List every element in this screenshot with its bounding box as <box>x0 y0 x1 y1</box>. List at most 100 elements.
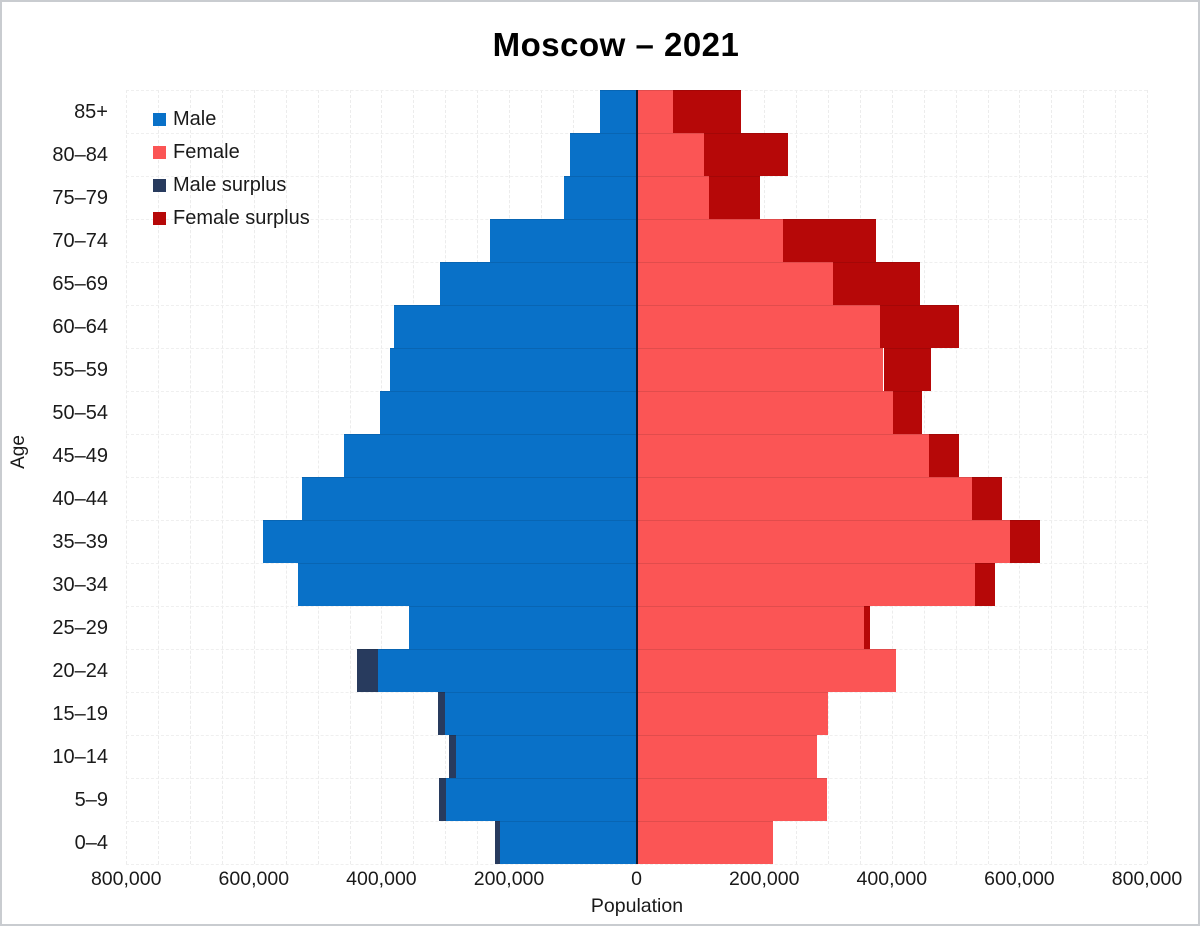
bar-male-10–14 <box>456 735 637 778</box>
bar-male-60–64 <box>393 305 637 348</box>
y-tick-label: 10–14 <box>52 745 108 768</box>
male-swatch-icon <box>153 112 166 126</box>
female-surplus-swatch-icon <box>153 211 166 225</box>
zero-axis-line <box>635 90 638 864</box>
bar-male-surplus-20–24 <box>357 649 378 692</box>
bar-male-20–24 <box>377 649 637 692</box>
bar-male-45–49 <box>343 434 637 477</box>
bar-female-35–39 <box>636 520 1010 563</box>
bar-male-5–9 <box>446 778 637 821</box>
y-tick-label: 45–49 <box>52 444 108 467</box>
x-tick-label: 800,000 <box>1111 868 1183 890</box>
x-tick-label: 200,000 <box>728 868 800 890</box>
y-tick-label: 40–44 <box>52 487 108 510</box>
legend-item-female: Female <box>153 141 310 163</box>
x-tick-label: 600,000 <box>218 868 290 890</box>
bar-female-surplus-60–64 <box>879 305 959 348</box>
legend-label-female-surplus: Female surplus <box>173 207 310 229</box>
bar-male-85+ <box>600 90 637 133</box>
legend-item-male-surplus: Male surplus <box>153 174 310 196</box>
gridline-vertical <box>1147 90 1148 864</box>
bar-female-80–84 <box>636 133 704 176</box>
y-tick-label: 75–79 <box>52 186 108 209</box>
bar-female-surplus-65–69 <box>833 262 921 305</box>
y-tick-label: 60–64 <box>52 315 108 338</box>
bar-female-60–64 <box>636 305 880 348</box>
x-tick-label: 400,000 <box>346 868 417 890</box>
bar-male-surplus-10–14 <box>449 735 457 778</box>
bar-female-75–79 <box>636 176 710 219</box>
y-tick-label: 5–9 <box>74 788 108 811</box>
y-tick-label: 35–39 <box>52 530 108 553</box>
legend-label-male: Male <box>173 108 217 130</box>
bar-female-30–34 <box>636 563 975 606</box>
x-axis-title: Population <box>590 895 684 917</box>
female-swatch-icon <box>153 145 166 159</box>
bar-female-10–14 <box>636 735 818 778</box>
y-tick-label: 70–74 <box>52 229 108 252</box>
bar-female-surplus-50–54 <box>893 391 923 434</box>
gridline-horizontal <box>126 864 1147 865</box>
y-tick-label: 0–4 <box>74 831 108 854</box>
y-tick-label: 85+ <box>74 100 108 123</box>
y-tick-label: 25–29 <box>52 616 108 639</box>
x-tick-label: 800,000 <box>90 868 162 890</box>
y-tick-label: 80–84 <box>52 143 108 166</box>
y-axis-title: Age <box>8 435 29 469</box>
y-tick-label: 65–69 <box>52 272 108 295</box>
bar-male-65–69 <box>440 262 637 305</box>
bar-female-70–74 <box>636 219 783 262</box>
y-tick-label: 20–24 <box>52 659 108 682</box>
bar-female-surplus-30–34 <box>974 563 995 606</box>
bar-female-surplus-40–44 <box>971 477 1002 520</box>
bar-female-surplus-35–39 <box>1009 520 1040 563</box>
x-tick-label: 0 <box>631 868 643 890</box>
bar-female-40–44 <box>636 477 972 520</box>
bar-male-40–44 <box>301 477 637 520</box>
x-tick-label: 400,000 <box>856 868 928 890</box>
bar-male-70–74 <box>490 219 637 262</box>
bar-female-surplus-70–74 <box>782 219 877 262</box>
bar-female-45–49 <box>636 434 930 477</box>
legend-item-female-surplus: Female surplus <box>153 207 310 229</box>
bar-female-25–29 <box>636 606 865 649</box>
legend: Male Female Male surplus Female surplus <box>153 108 310 240</box>
bar-male-25–29 <box>408 606 637 649</box>
bar-male-surplus-15–19 <box>438 692 446 735</box>
bar-female-surplus-45–49 <box>929 434 959 477</box>
bar-female-85+ <box>636 90 673 133</box>
bar-male-surplus-5–9 <box>438 778 447 821</box>
bar-female-55–59 <box>636 348 884 391</box>
bar-male-75–79 <box>563 176 637 219</box>
legend-label-male-surplus: Male surplus <box>173 174 287 196</box>
y-tick-label: 30–34 <box>52 573 108 596</box>
y-tick-label: 50–54 <box>52 401 108 424</box>
plot-area <box>126 90 1148 865</box>
bar-female-surplus-80–84 <box>703 133 788 176</box>
legend-item-male: Male <box>153 108 310 130</box>
bar-male-30–34 <box>298 563 637 606</box>
bar-male-surplus-0–4 <box>494 821 501 864</box>
bar-female-surplus-55–59 <box>883 348 932 391</box>
bar-female-65–69 <box>636 262 834 305</box>
y-tick-label: 55–59 <box>52 358 108 381</box>
bar-female-20–24 <box>636 649 896 692</box>
male-surplus-swatch-icon <box>153 178 166 192</box>
bar-male-0–4 <box>500 821 637 864</box>
y-tick-label: 15–19 <box>52 702 108 725</box>
bar-female-5–9 <box>636 778 827 821</box>
bar-female-surplus-75–79 <box>709 176 760 219</box>
bar-male-50–54 <box>380 391 637 434</box>
bar-female-surplus-85+ <box>672 90 742 133</box>
chart-title: Moscow – 2021 <box>492 26 740 63</box>
legend-label-female: Female <box>173 141 240 163</box>
x-tick-label: 600,000 <box>984 868 1055 890</box>
x-tick-label: 200,000 <box>473 868 545 890</box>
bar-female-50–54 <box>636 391 894 434</box>
bar-female-0–4 <box>636 821 774 864</box>
bar-male-15–19 <box>445 692 637 735</box>
bar-male-35–39 <box>263 520 637 563</box>
bar-male-80–84 <box>569 133 637 176</box>
bar-male-55–59 <box>389 348 637 391</box>
